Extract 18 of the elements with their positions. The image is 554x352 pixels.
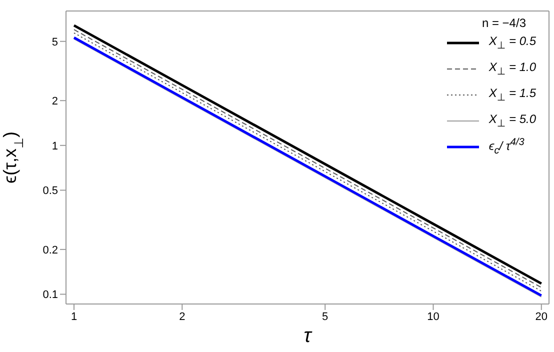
x-tick-label: 20 (535, 310, 548, 323)
x-tick-label: 10 (427, 310, 440, 323)
x-tick-label: 2 (179, 310, 186, 323)
legend-label: ϵ$_{c}$/ τ$^{4/3}$ (488, 137, 524, 157)
y-tick-label: 0.2 (42, 244, 58, 256)
y-tick-label: 2 (52, 96, 58, 108)
x-tick-label: 1 (70, 310, 78, 323)
legend-title: n = −4/3 (480, 16, 527, 30)
x-tick-label: 5 (322, 310, 328, 323)
y-tick-label: 1 (52, 140, 58, 152)
legend-label: X$_{⊥}$ = 1.5 (488, 86, 536, 104)
legend-label: X$_{⊥}$ = 5.0 (488, 112, 536, 130)
legend-label: X$_{⊥}$ = 0.5 (488, 34, 536, 52)
x-axis-title: τ (304, 325, 313, 347)
legend-label: X$_{⊥}$ = 1.0 (488, 60, 536, 78)
y-tick-label: 0.1 (42, 289, 58, 302)
y-tick-label: 0.5 (42, 185, 58, 198)
y-tick-label: 5 (52, 36, 58, 48)
